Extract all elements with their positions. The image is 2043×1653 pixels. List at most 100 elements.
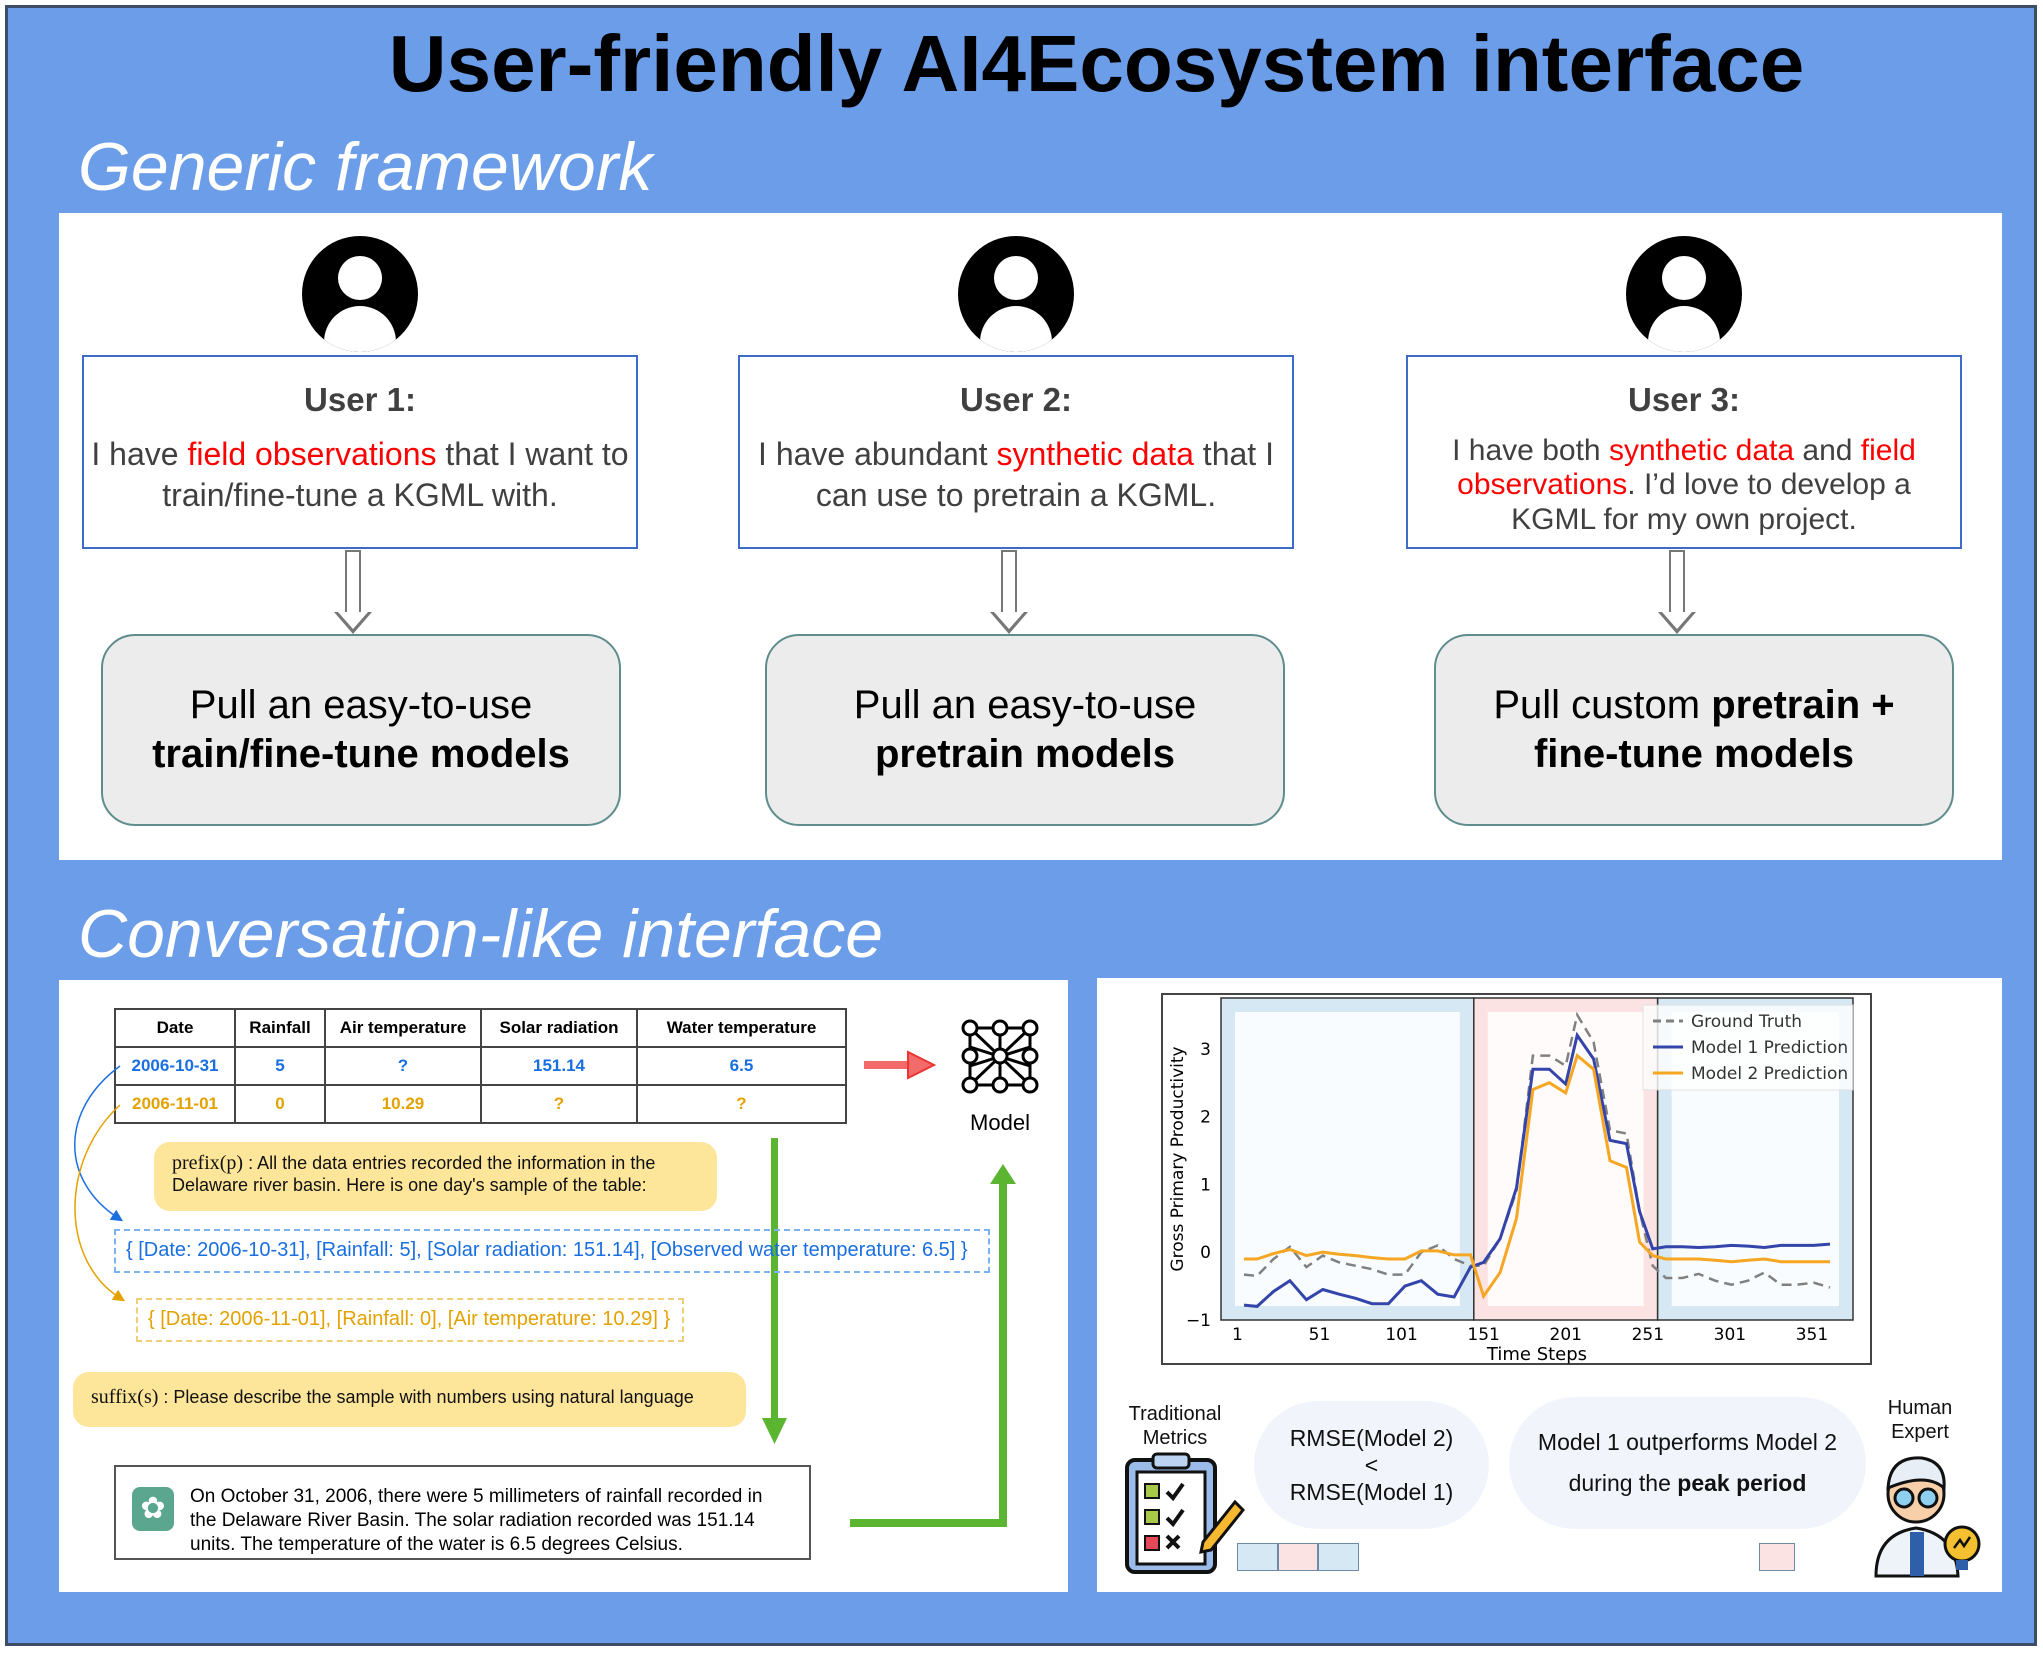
statement-text: . I’d love to develop a KGML for my own …	[1511, 468, 1911, 536]
response-box: ✿ On October 31, 2006, there were 5 mill…	[114, 1465, 811, 1560]
expert-line1: Model 1 outperforms Model 2	[1537, 1429, 1838, 1455]
region-inner	[1487, 1012, 1644, 1306]
down-arrow-icon	[1658, 550, 1696, 634]
statement-text: I have	[91, 435, 188, 472]
x-tick-label: 151	[1467, 1325, 1499, 1345]
statement-text: I have abundant	[758, 435, 997, 472]
suffix-label: suffix(s)	[91, 1386, 159, 1408]
x-tick-label: 351	[1796, 1325, 1828, 1345]
header-water-temperature: Water temperature	[636, 1008, 847, 1048]
neural-network-icon	[961, 1019, 1039, 1094]
highlighted-term: synthetic data	[1608, 433, 1795, 467]
rmse-bubble: RMSE(Model 2) < RMSE(Model 1)	[1254, 1401, 1489, 1529]
legend-label: Model 2 Prediction	[1691, 1064, 1848, 1084]
model-option-2[interactable]: Pull an easy-to-use pretrain models	[765, 634, 1285, 826]
green-return-arrow	[850, 1164, 1016, 1527]
human-expert-label: Human Expert	[1887, 1397, 1953, 1443]
down-arrow-icon	[334, 550, 372, 634]
data-table: Date Rainfall Air temperature Solar radi…	[114, 1008, 847, 1124]
traditional-metrics-label: Traditional Metrics	[1128, 1403, 1222, 1449]
sample-orange: { [Date: 2006-11-01], [Rainfall: 0], [Ai…	[136, 1298, 684, 1342]
rmse-line2: RMSE(Model 1)	[1289, 1478, 1454, 1505]
user-label: User 2:	[960, 381, 1072, 418]
x-tick-label: 251	[1632, 1325, 1664, 1345]
model-option-text: Pull an easy-to-use	[853, 683, 1197, 728]
segment-square-blue	[1237, 1543, 1278, 1571]
model-option-1[interactable]: Pull an easy-to-use train/fine-tune model…	[101, 634, 621, 826]
x-axis-label: Time Steps	[1486, 1344, 1587, 1365]
series-line-1	[1243, 1011, 1831, 1289]
model-option-bold: pretrain + fine-tune models	[1533, 683, 1895, 776]
section-heading-conversation: Conversation-like interface	[78, 896, 884, 972]
segment-square-pink	[1278, 1543, 1318, 1571]
y-tick-label: 1	[1200, 1175, 1211, 1195]
user-avatar-icon	[302, 236, 418, 352]
cell: 6.5	[636, 1046, 847, 1086]
cell: ?	[480, 1084, 638, 1124]
legend-label: Model 1 Prediction	[1691, 1038, 1848, 1058]
x-tick-label: 101	[1385, 1325, 1417, 1345]
response-text: On October 31, 2006, there were 5 millim…	[190, 1486, 763, 1555]
x-tick-label: 51	[1309, 1325, 1331, 1345]
model-option-text: Pull an easy-to-use	[189, 683, 533, 728]
user-label: User 3:	[1628, 381, 1740, 418]
cell: 151.14	[480, 1046, 638, 1086]
cell: ?	[324, 1046, 482, 1086]
user-3-box: User 3: I have both synthetic data and fi…	[1406, 355, 1962, 549]
cell: 2006-10-31	[114, 1046, 236, 1086]
x-tick-label: 1	[1232, 1325, 1243, 1345]
rmse-line1: RMSE(Model 2)	[1289, 1424, 1454, 1451]
highlighted-term: field observations	[187, 435, 437, 472]
x-tick-label: 201	[1550, 1325, 1582, 1345]
y-tick-label: −1	[1186, 1311, 1211, 1331]
user-label: User 1:	[304, 381, 416, 418]
highlighted-term: field observations	[1457, 433, 1916, 502]
cell: 0	[234, 1084, 326, 1124]
model-option-bold: train/fine-tune models	[152, 732, 570, 776]
page-title: User-friendly AI4Ecosystem interface	[388, 19, 1805, 108]
cell: 5	[234, 1046, 326, 1086]
table-row: 2006-11-01 0 10.29 ? ?	[114, 1084, 847, 1124]
region-inner	[1235, 1012, 1460, 1306]
expert-mid-text: during the	[1568, 1470, 1678, 1496]
suffix-bubble: suffix(s) : Please describe the sample w…	[73, 1372, 746, 1427]
green-down-arrow	[762, 1138, 787, 1444]
prefix-bubble: prefix(p) : All the data entries recorde…	[154, 1142, 717, 1211]
statement-text: and	[1794, 433, 1861, 467]
y-axis-label: Gross Primary Productivity	[1168, 1046, 1188, 1271]
sample-blue: { [Date: 2006-10-31], [Rainfall: 5], [So…	[114, 1229, 990, 1273]
y-tick-label: 0	[1200, 1243, 1211, 1263]
down-arrow-icon	[990, 550, 1028, 634]
y-tick-label: 3	[1200, 1040, 1211, 1060]
cell: 10.29	[324, 1084, 482, 1124]
x-tick-label: 301	[1714, 1325, 1746, 1345]
user-2-box: User 2: I have abundant synthetic data th…	[738, 355, 1294, 549]
series-line-2	[1243, 1031, 1831, 1308]
header-rainfall: Rainfall	[234, 1008, 326, 1048]
section-heading-generic: Generic framework	[78, 129, 653, 205]
model-option-3[interactable]: Pull custom pretrain + fine-tune models	[1434, 634, 1954, 826]
table-header-row: Date Rainfall Air temperature Solar radi…	[114, 1008, 847, 1048]
segment-square-pink	[1759, 1543, 1795, 1571]
expert-line2: during the peak period	[1509, 1470, 1866, 1497]
table-row: 2006-10-31 5 ? 151.14 6.5	[114, 1046, 847, 1086]
cell: 2006-11-01	[114, 1084, 236, 1124]
series-line-3	[1244, 1053, 1830, 1300]
statement-text: that I can use to pretrain a KGML.	[815, 435, 1274, 514]
highlighted-term: synthetic data	[996, 435, 1194, 472]
prefix-text: : All the data entries recorded the info…	[172, 1153, 656, 1195]
clipboard-checklist-icon	[1125, 1452, 1246, 1574]
header-date: Date	[114, 1008, 236, 1048]
red-arrow-icon	[864, 1050, 937, 1080]
header-solar-radiation: Solar radiation	[480, 1008, 638, 1048]
y-tick-label: 2	[1200, 1108, 1211, 1128]
cell: ?	[636, 1084, 847, 1124]
model-option-text: Pull custom	[1493, 683, 1712, 728]
statement-text: that I want to train/fine-tune a KGML wi…	[162, 435, 629, 514]
rmse-op: <	[1364, 1451, 1379, 1478]
user-avatar-icon	[958, 236, 1074, 352]
statement-text: I have both	[1452, 433, 1609, 467]
segment-square-blue	[1318, 1543, 1359, 1571]
user-statement: I have abundant synthetic data that I ca…	[740, 434, 1292, 517]
